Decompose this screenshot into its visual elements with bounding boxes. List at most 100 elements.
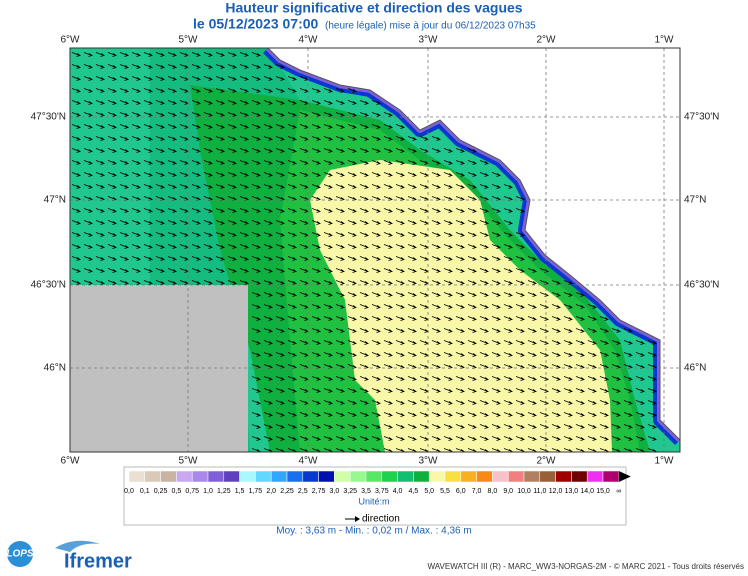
arrow [491,292,501,297]
arrow [107,64,117,69]
arrow [275,208,285,213]
color-cell [460,470,477,483]
arrow [287,232,297,237]
arrow [275,292,285,297]
arrow [563,388,573,393]
arrow [275,304,285,309]
arrow [311,112,321,117]
arrow [275,256,285,261]
arrow [335,424,345,429]
arrow [263,340,273,345]
arrow [239,280,249,285]
arrow [563,424,573,429]
arrow [263,268,273,273]
arrow [335,280,345,285]
arrow [371,160,381,165]
arrow [131,172,141,177]
arrow [275,220,285,225]
arrow [83,136,93,141]
arrow [347,268,357,273]
arrow [407,352,417,357]
arrow [287,388,297,393]
arrow [263,256,273,261]
arrow [455,340,465,345]
arrow [503,424,513,429]
arrow [479,436,489,441]
arrow [215,172,225,177]
arrow [191,160,201,165]
arrow [71,184,81,189]
arrow [635,340,645,345]
arrow [251,292,261,297]
arrow [239,244,249,249]
arrow [503,220,513,225]
arrow [407,436,417,441]
arrow [143,112,153,117]
arrow [155,244,165,249]
arrow [467,340,477,345]
arrow [479,376,489,381]
arrow [515,316,525,321]
arrow [347,160,357,165]
arrow [191,172,201,177]
lon-label: 4°W [299,456,319,467]
arrow [515,244,525,249]
arrow [191,184,201,189]
arrow [383,340,393,345]
arrow [443,172,453,177]
arrow [155,100,165,105]
arrow [371,172,381,177]
arrow [71,268,81,273]
arrow [251,172,261,177]
arrow [227,244,237,249]
arrow [527,316,537,321]
arrow [467,244,477,249]
arrow [407,268,417,273]
arrow [347,172,357,177]
arrow [623,412,633,417]
arrow [371,148,381,153]
arrow [191,256,201,261]
arrow [215,52,225,57]
arrow [335,256,345,261]
arrow [395,280,405,285]
arrow [527,292,537,297]
arrow [455,316,465,321]
arrow [395,148,405,153]
arrow [551,292,561,297]
arrow [71,220,81,225]
arrow [251,64,261,69]
arrow [455,160,465,165]
arrow [323,100,333,105]
arrow [275,232,285,237]
arrow [395,304,405,309]
arrow [143,160,153,165]
arrow [359,124,369,129]
arrow [239,88,249,93]
arrow [635,424,645,429]
arrow [443,280,453,285]
arrow [359,112,369,117]
arrow [431,184,441,189]
arrow [143,64,153,69]
arrow [443,412,453,417]
arrow [359,316,369,321]
arrow [551,400,561,405]
arrow [263,220,273,225]
arrow [599,340,609,345]
arrow [239,76,249,81]
arrow [215,244,225,249]
arrow [251,76,261,81]
arrow [287,352,297,357]
arrow [311,316,321,321]
arrow [239,136,249,141]
arrow [119,52,129,57]
arrow [335,244,345,249]
arrow [575,388,585,393]
arrow [215,124,225,129]
arrow [443,268,453,273]
arrow [311,352,321,357]
arrow [407,232,417,237]
arrow [635,388,645,393]
scale-label: 0,1 [140,488,150,495]
